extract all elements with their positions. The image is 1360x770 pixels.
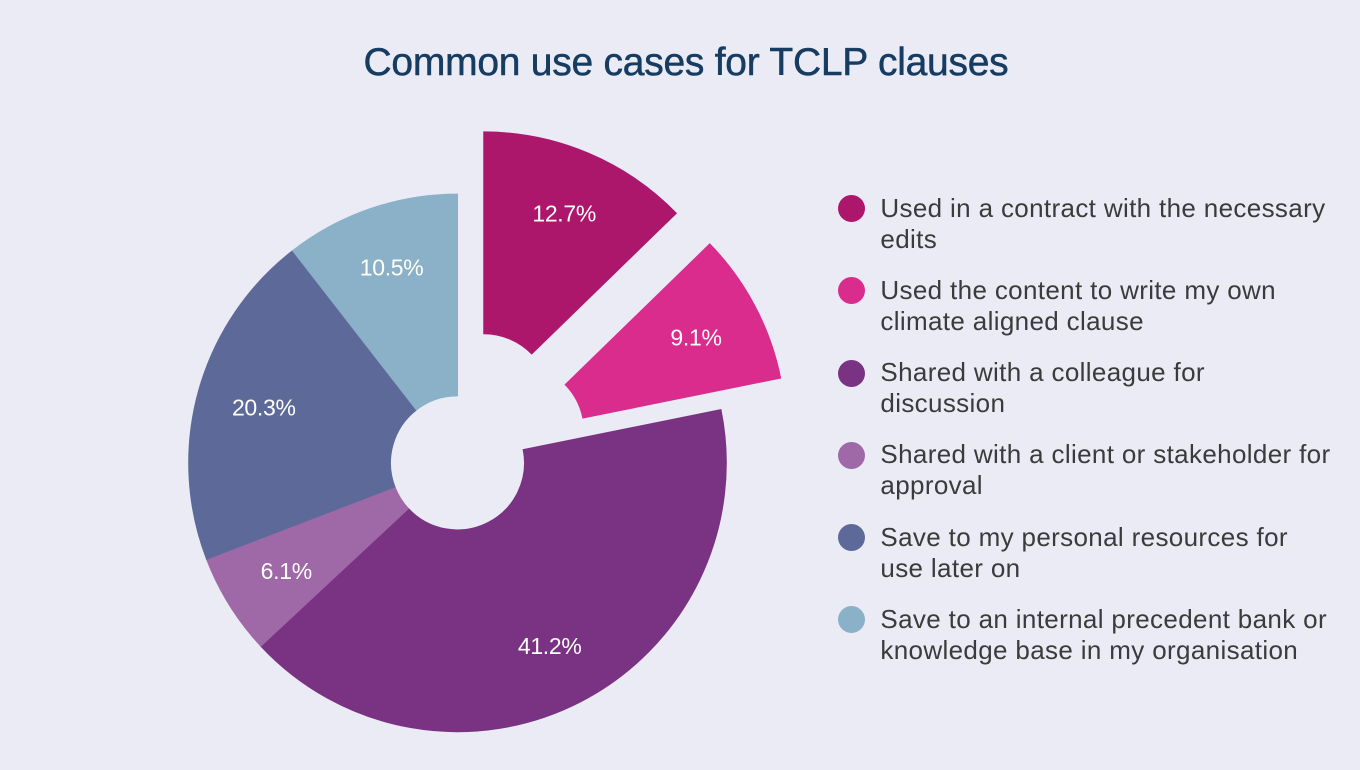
- svg-text:6.1%: 6.1%: [261, 558, 312, 584]
- svg-text:20.3%: 20.3%: [232, 395, 296, 421]
- svg-text:9.1%: 9.1%: [670, 324, 721, 350]
- svg-text:12.7%: 12.7%: [532, 200, 596, 226]
- svg-text:10.5%: 10.5%: [360, 255, 424, 281]
- svg-text:41.2%: 41.2%: [518, 633, 582, 659]
